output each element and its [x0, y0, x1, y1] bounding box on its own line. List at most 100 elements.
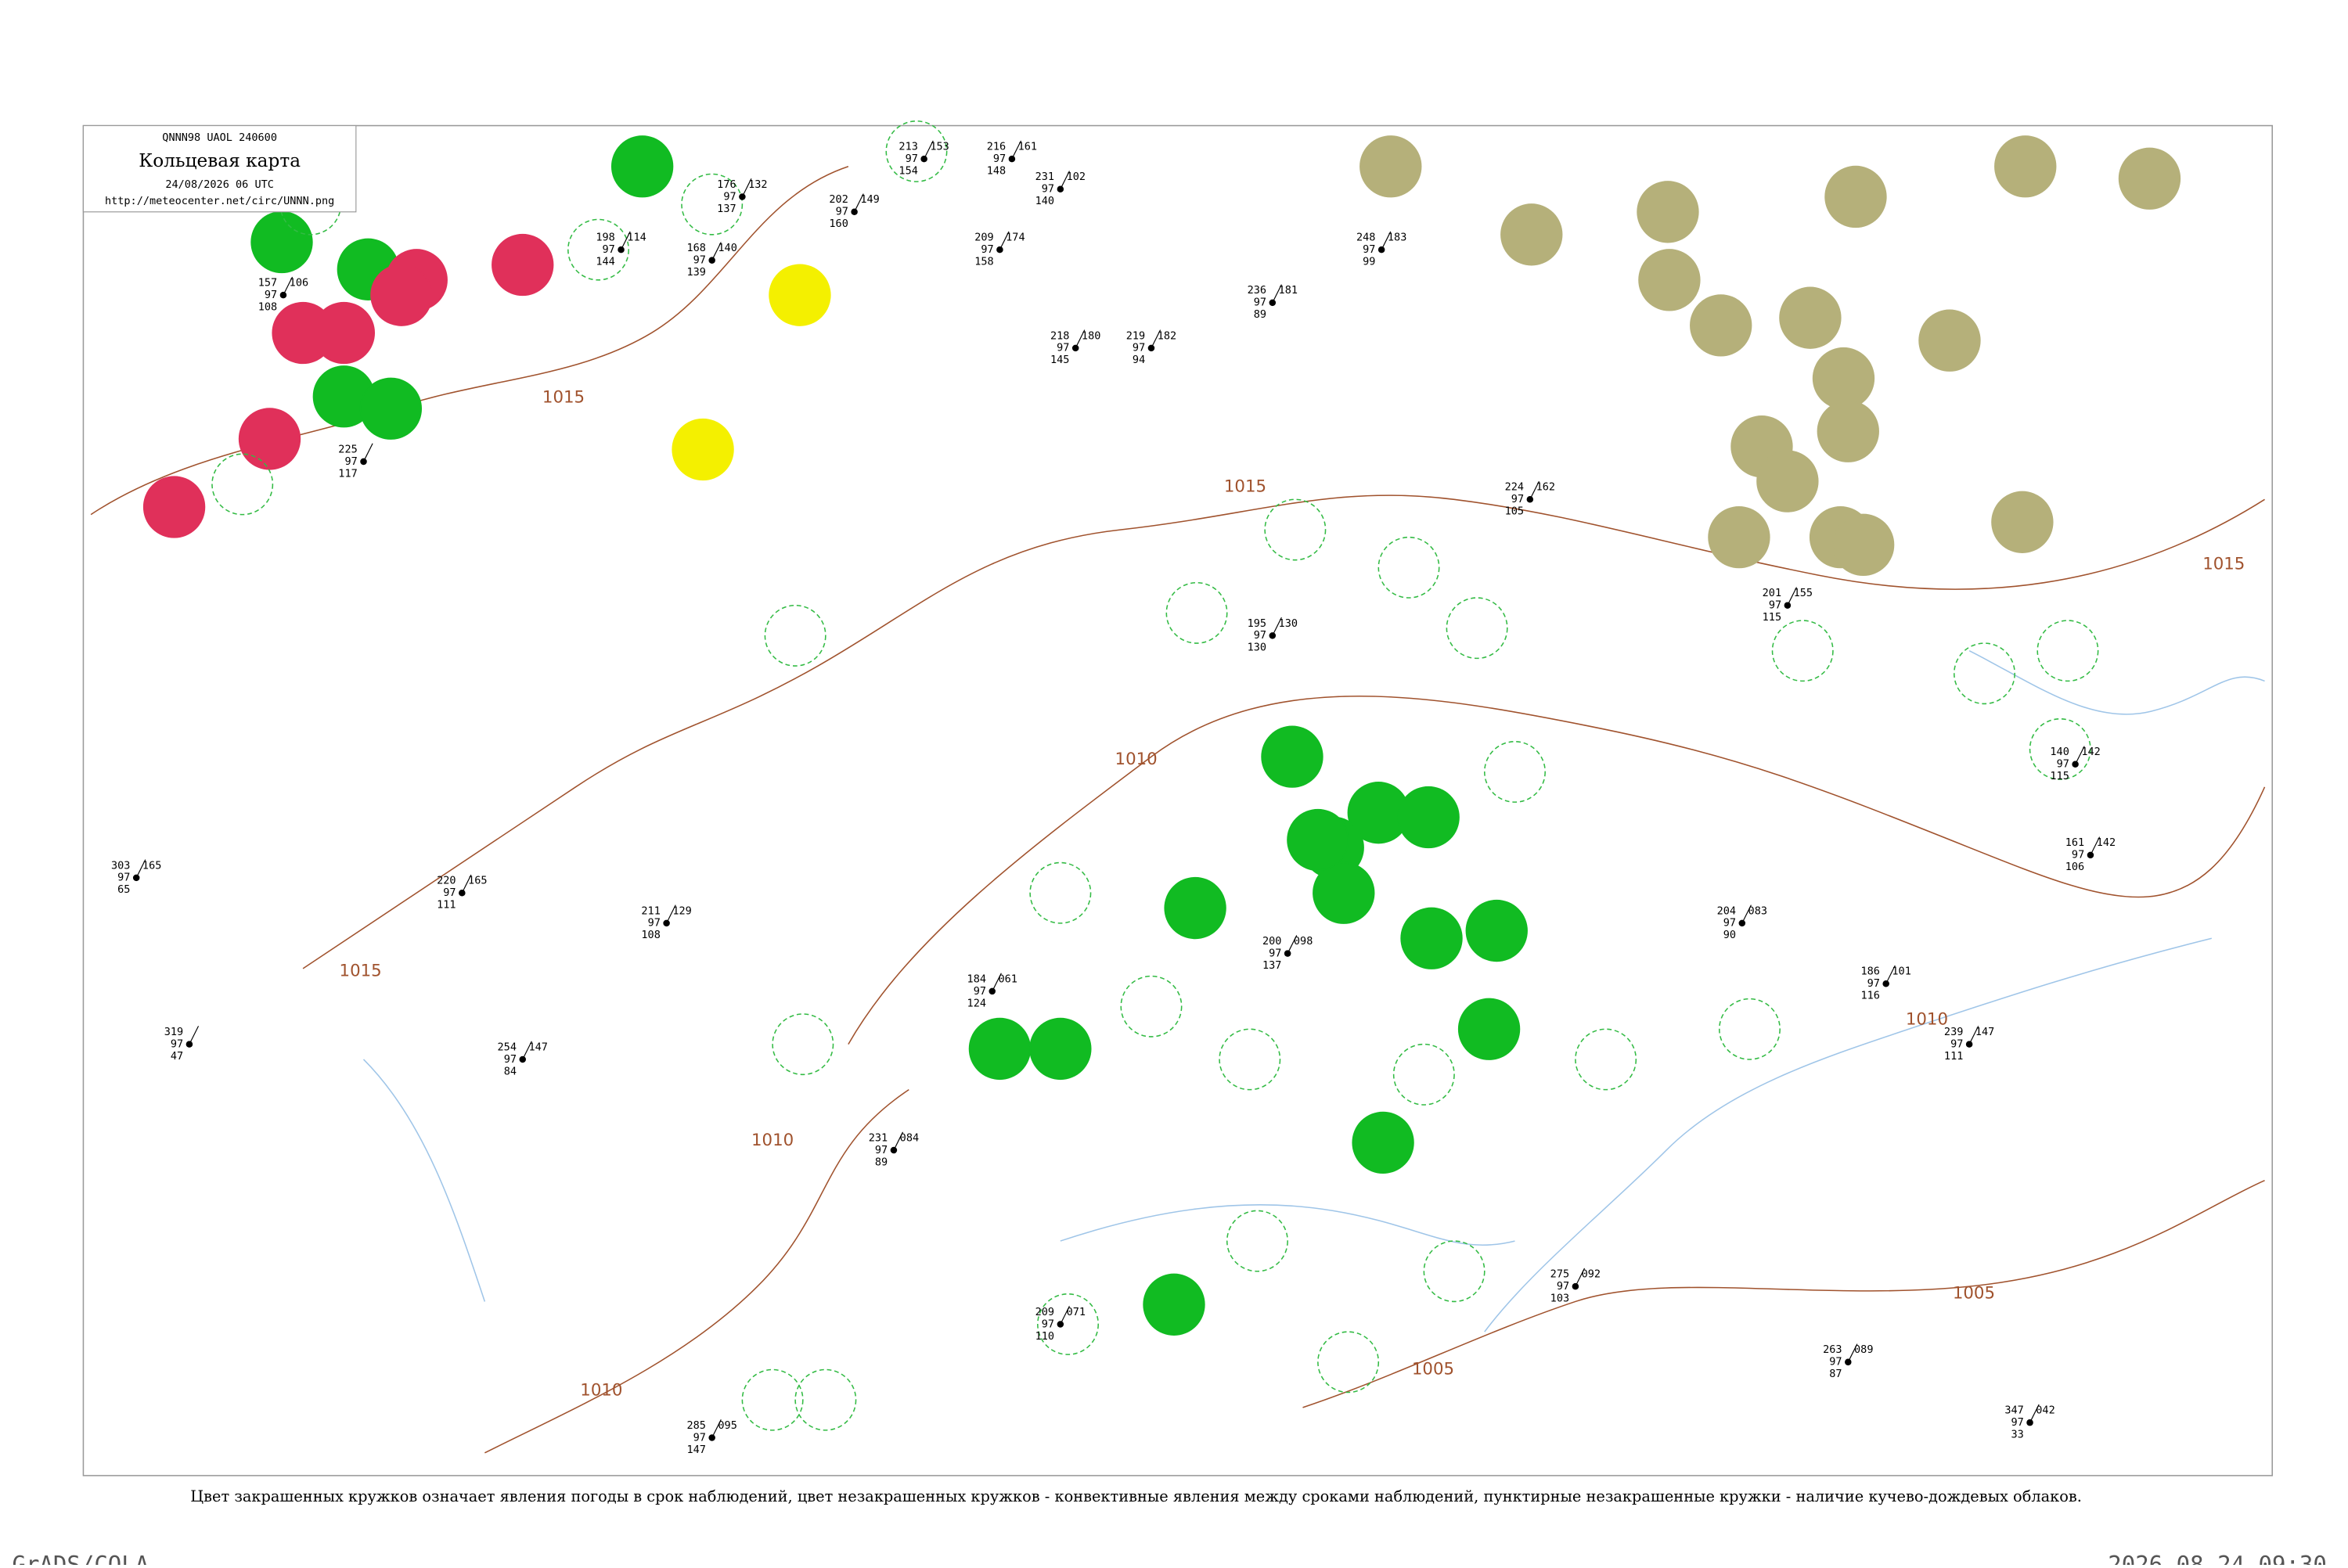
- wind-barb: [854, 193, 864, 213]
- station-value: 97: [603, 243, 615, 256]
- station-value: 149: [860, 193, 879, 206]
- weather-circle: [142, 476, 206, 538]
- station-value: 231: [1035, 171, 1054, 183]
- weather-circle: [1465, 899, 1528, 962]
- station-value: 97: [1511, 493, 1524, 505]
- cb-circle: [1954, 642, 2015, 705]
- weather-circle: [968, 1017, 1032, 1081]
- wind-barb: [135, 859, 146, 879]
- station-value: 97: [1042, 1318, 1054, 1330]
- header-code: QNNN98 UAOL 240600: [162, 131, 277, 144]
- station-value: 106: [290, 277, 308, 290]
- cb-circle: [2036, 620, 2099, 682]
- wind-barb: [362, 443, 373, 462]
- header-url: http://meteocenter.net/circ/UNNN.png: [105, 195, 334, 207]
- isobar-label: 1010: [1906, 1009, 1948, 1029]
- cb-circle: [1165, 581, 1228, 644]
- weather-circle: [672, 418, 734, 481]
- weather-circle: [1164, 876, 1226, 940]
- wind-barb: [2029, 1404, 2040, 1423]
- station-value: 130: [1248, 642, 1266, 654]
- station-value: 083: [1748, 904, 1767, 917]
- cb-circle: [211, 453, 274, 516]
- isobar-line: [302, 494, 2265, 969]
- cb-circle: [1037, 1293, 1099, 1355]
- wind-barb: [1787, 587, 1798, 606]
- wind-barb: [711, 242, 722, 261]
- station-value: 201: [1763, 587, 1781, 599]
- station-value: 148: [987, 164, 1006, 177]
- weather-circle: [250, 210, 313, 274]
- weather-circle: [1397, 786, 1460, 849]
- station-value: 137: [1262, 959, 1281, 972]
- station-dot: [708, 257, 715, 264]
- weather-circle: [1756, 450, 1819, 512]
- wind-barb: [189, 1026, 200, 1045]
- station-value: 158: [974, 255, 993, 268]
- station-value: 65: [117, 883, 130, 896]
- cb-circle: [1392, 1043, 1455, 1106]
- station-value: 140: [718, 242, 736, 254]
- station-value: 132: [748, 178, 767, 191]
- weather-circle: [1708, 506, 1770, 569]
- station-value: 115: [1763, 611, 1781, 624]
- station-value: 108: [258, 301, 277, 314]
- isobar-label: 1015: [2202, 554, 2245, 574]
- station-value: 103: [1550, 1292, 1569, 1304]
- station-value: 97: [993, 153, 1006, 165]
- river: [1968, 650, 2265, 715]
- station-value: 181: [1279, 284, 1298, 297]
- wind-barb: [1060, 171, 1070, 190]
- station-value: 200: [1262, 935, 1281, 948]
- weather-circle: [312, 301, 376, 365]
- station-dot: [360, 458, 367, 466]
- wind-barb: [741, 178, 752, 197]
- weather-circle: [1812, 347, 1875, 410]
- wind-barb: [1272, 284, 1282, 304]
- station-dot: [663, 919, 670, 927]
- station-value: 154: [899, 164, 917, 177]
- station-dot: [920, 155, 927, 163]
- weather-circle: [1352, 1111, 1414, 1174]
- station-value: 97: [1057, 342, 1069, 354]
- station-value: 219: [1126, 329, 1145, 342]
- station-value: 042: [2036, 1404, 2054, 1417]
- cb-circle: [1446, 597, 1508, 660]
- river: [1060, 1204, 1515, 1246]
- weather-circle: [2118, 147, 2181, 210]
- station-value: 182: [1158, 329, 1176, 342]
- station-value: 204: [1717, 904, 1736, 917]
- weather-circle: [1457, 998, 1521, 1060]
- weather-circle: [359, 377, 423, 440]
- station-value: 147: [528, 1041, 547, 1053]
- station-value: 97: [265, 289, 277, 301]
- station-value: 147: [1975, 1026, 1994, 1038]
- cb-circle: [2029, 717, 2091, 780]
- station-value: 216: [987, 140, 1006, 153]
- weather-circle: [492, 233, 554, 297]
- station-value: 285: [686, 1419, 705, 1432]
- wind-barb: [999, 231, 1010, 250]
- weather-circle: [610, 135, 674, 198]
- weather-circle: [1500, 203, 1563, 266]
- station-value: 225: [338, 443, 357, 455]
- isobar-label: 1005: [1412, 1359, 1454, 1379]
- cb-circle: [681, 173, 744, 236]
- wind-barb: [666, 904, 676, 924]
- station-value: 254: [498, 1041, 517, 1053]
- station-value: 195: [1248, 617, 1266, 630]
- wind-barb: [711, 1419, 722, 1438]
- station-value: 116: [1860, 990, 1879, 1002]
- station-value: 94: [1133, 354, 1145, 366]
- station-value: 157: [258, 277, 277, 290]
- station-value: 202: [829, 193, 848, 206]
- station-value: 147: [686, 1444, 705, 1456]
- weather-circle: [1313, 861, 1375, 924]
- wind-barb: [1011, 140, 1022, 160]
- weather-circle: [1817, 400, 1879, 462]
- station-value: 114: [627, 232, 646, 244]
- station-value: 209: [974, 232, 993, 244]
- wind-barb: [2090, 836, 2101, 856]
- weather-circle: [1261, 725, 1323, 788]
- station-value: 130: [1279, 617, 1298, 630]
